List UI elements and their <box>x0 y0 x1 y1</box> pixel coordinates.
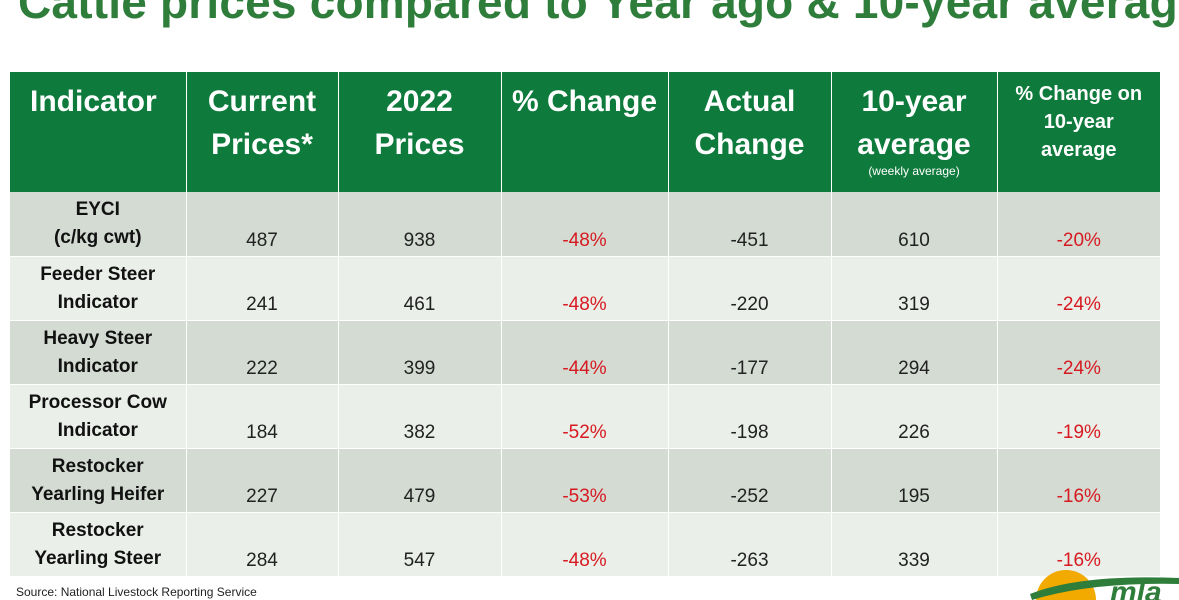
cell-pct-change: -44% <box>501 320 669 385</box>
header-2022-prices: 2022 Prices <box>338 72 502 192</box>
cell-2022-price: 547 <box>338 512 502 577</box>
cattle-prices-table: Indicator Current Prices* 2022 Prices % … <box>10 72 1160 577</box>
table-row: Processor Cow Indicator 184 382 -52% -198 226-… <box>10 384 1160 449</box>
cell-indicator: Heavy Steer Indicator <box>10 320 187 385</box>
cell-actual-change: -263 <box>668 512 832 577</box>
cell-current-price: 227 <box>186 448 339 513</box>
cell-10-year-average: 610 <box>831 192 998 257</box>
cell-10-year-average: 294 <box>831 320 998 385</box>
cell-2022-price: 938 <box>338 192 502 257</box>
cell-current-price: 487 <box>186 192 339 257</box>
cell-10-year-average: 339 <box>831 512 998 577</box>
cell-10-year-average: 195 <box>831 448 998 513</box>
logo-swoosh-icon <box>1030 577 1179 600</box>
cell-2022-price: 461 <box>338 256 502 321</box>
cell-2022-price: 479 <box>338 448 502 513</box>
table-row: EYCI (c/kg cwt) 487 938 -48% -451 610 -20% <box>10 192 1160 257</box>
cell-pct-change-10yr: -19% <box>997 384 1160 449</box>
cell-actual-change: -220 <box>668 256 832 321</box>
table-row: Heavy Steer Indicator 222 399 -44% -177 294 -24… <box>10 320 1160 385</box>
cell-pct-change-10yr: -24% <box>997 256 1160 321</box>
cell-pct-change-10yr: -16% <box>997 512 1160 577</box>
header-10-year-average: 10-year average (weekly average) <box>831 72 998 192</box>
header-pct-change-10yr: % Change on 10-year average <box>997 72 1160 192</box>
cell-10-year-average: 319 <box>831 256 998 321</box>
table-row: Feeder Steer Indicator 241 461 -48% -220 319 -2… <box>10 256 1160 321</box>
cell-pct-change: -52% <box>501 384 669 449</box>
cell-10-year-average: 226 <box>831 384 998 449</box>
cell-actual-change: -252 <box>668 448 832 513</box>
cell-indicator: Restocker Yearling Steer <box>10 512 187 577</box>
header-pct-change: % Change <box>501 72 669 192</box>
cell-indicator: EYCI (c/kg cwt) <box>10 192 187 257</box>
cell-current-price: 284 <box>186 512 339 577</box>
table-row: Restocker Yearling Steer 284 547 -48% -263 339… <box>10 512 1160 577</box>
header-note: (weekly average) <box>868 164 960 178</box>
source-note: Source: National Livestock Reporting Ser… <box>16 585 257 599</box>
cell-current-price: 222 <box>186 320 339 385</box>
header-current-prices: Current Prices* <box>186 72 339 192</box>
cell-pct-change-10yr: -16% <box>997 448 1160 513</box>
cell-pct-change-10yr: -20% <box>997 192 1160 257</box>
header-actual-change: Actual Change <box>668 72 832 192</box>
cell-actual-change: -177 <box>668 320 832 385</box>
table-row: Restocker Yearling Heifer 227 479 -53% -252 19… <box>10 448 1160 513</box>
header-indicator: Indicator <box>10 72 187 192</box>
cell-current-price: 241 <box>186 256 339 321</box>
cell-current-price: 184 <box>186 384 339 449</box>
cell-2022-price: 382 <box>338 384 502 449</box>
cell-pct-change: -48% <box>501 256 669 321</box>
cell-pct-change: -48% <box>501 512 669 577</box>
cell-pct-change: -53% <box>501 448 669 513</box>
header-row: Indicator Current Prices* 2022 Prices % … <box>10 72 1160 192</box>
page-title: Cattle prices compared to Year ago & 10-… <box>18 0 1178 28</box>
cell-actual-change: -198 <box>668 384 832 449</box>
cell-2022-price: 399 <box>338 320 502 385</box>
cell-pct-change-10yr: -24% <box>997 320 1160 385</box>
cell-actual-change: -451 <box>668 192 832 257</box>
logo-text: mla <box>1110 576 1162 600</box>
cell-indicator: Processor Cow Indicator <box>10 384 187 449</box>
cell-pct-change: -48% <box>501 192 669 257</box>
mla-logo: mla <box>1030 570 1179 600</box>
cell-indicator: Restocker Yearling Heifer <box>10 448 187 513</box>
cell-indicator: Feeder Steer Indicator <box>10 256 187 321</box>
